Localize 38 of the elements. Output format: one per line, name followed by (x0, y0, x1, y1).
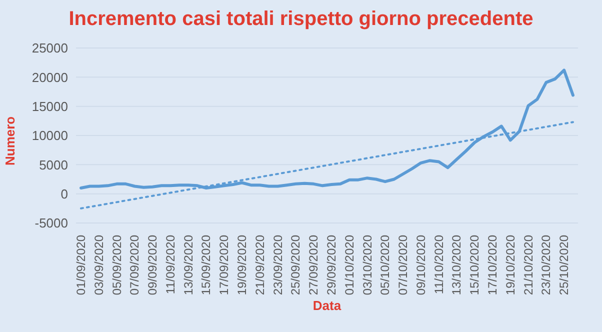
y-tick-label: 10000 (32, 128, 68, 144)
y-tick-label: -5000 (34, 216, 68, 231)
x-axis-title: Data (312, 298, 342, 313)
x-tick-label: 05/09/2020 (110, 234, 124, 296)
x-tick-label: 09/09/2020 (146, 234, 160, 296)
y-tick-label: 5000 (39, 157, 68, 172)
x-tick-label: 21/10/2020 (521, 234, 536, 296)
x-tick-label: 07/10/2020 (396, 234, 410, 296)
x-tick-label: 15/09/2020 (199, 234, 214, 296)
x-tick-label: 23/10/2020 (539, 234, 554, 296)
x-tick-label: 25/09/2020 (288, 234, 303, 296)
x-tick-label: 11/10/2020 (432, 234, 446, 294)
y-axis-title: Numero (2, 116, 18, 166)
x-tick-label: 11/09/2020 (163, 234, 178, 294)
x-tick-label: 17/09/2020 (217, 234, 232, 296)
y-tick-label: 20000 (32, 70, 68, 85)
x-tick-label: 29/09/2020 (324, 234, 338, 296)
x-tick-label: 25/10/2020 (557, 234, 572, 296)
x-tick-label: 27/09/2020 (306, 234, 321, 296)
y-tick-label: 25000 (32, 40, 68, 56)
x-tick-label: 01/10/2020 (342, 234, 356, 296)
x-tick-label: 01/09/2020 (74, 234, 88, 296)
x-tick-label: 07/09/2020 (128, 234, 142, 296)
x-tick-label: 23/09/2020 (270, 234, 285, 296)
x-tick-label: 17/10/2020 (485, 234, 500, 296)
x-tick-label: 03/09/2020 (92, 234, 106, 296)
y-tick-label: 0 (60, 186, 68, 202)
x-tick-label: 13/10/2020 (450, 234, 464, 296)
x-tick-label: 13/09/2020 (181, 234, 196, 296)
x-tick-label: 03/10/2020 (360, 234, 374, 296)
x-tick-label: 15/10/2020 (468, 234, 482, 296)
x-tick-label: 19/10/2020 (503, 234, 518, 296)
x-tick-label: 21/09/2020 (252, 234, 267, 296)
x-tick-label: 09/10/2020 (414, 234, 428, 296)
x-tick-label: 19/09/2020 (235, 234, 250, 296)
y-tick-label: 15000 (32, 98, 68, 114)
chart-title: Incremento casi totali rispetto giorno precedente (68, 8, 534, 31)
x-tick-label: 05/10/2020 (378, 234, 392, 296)
